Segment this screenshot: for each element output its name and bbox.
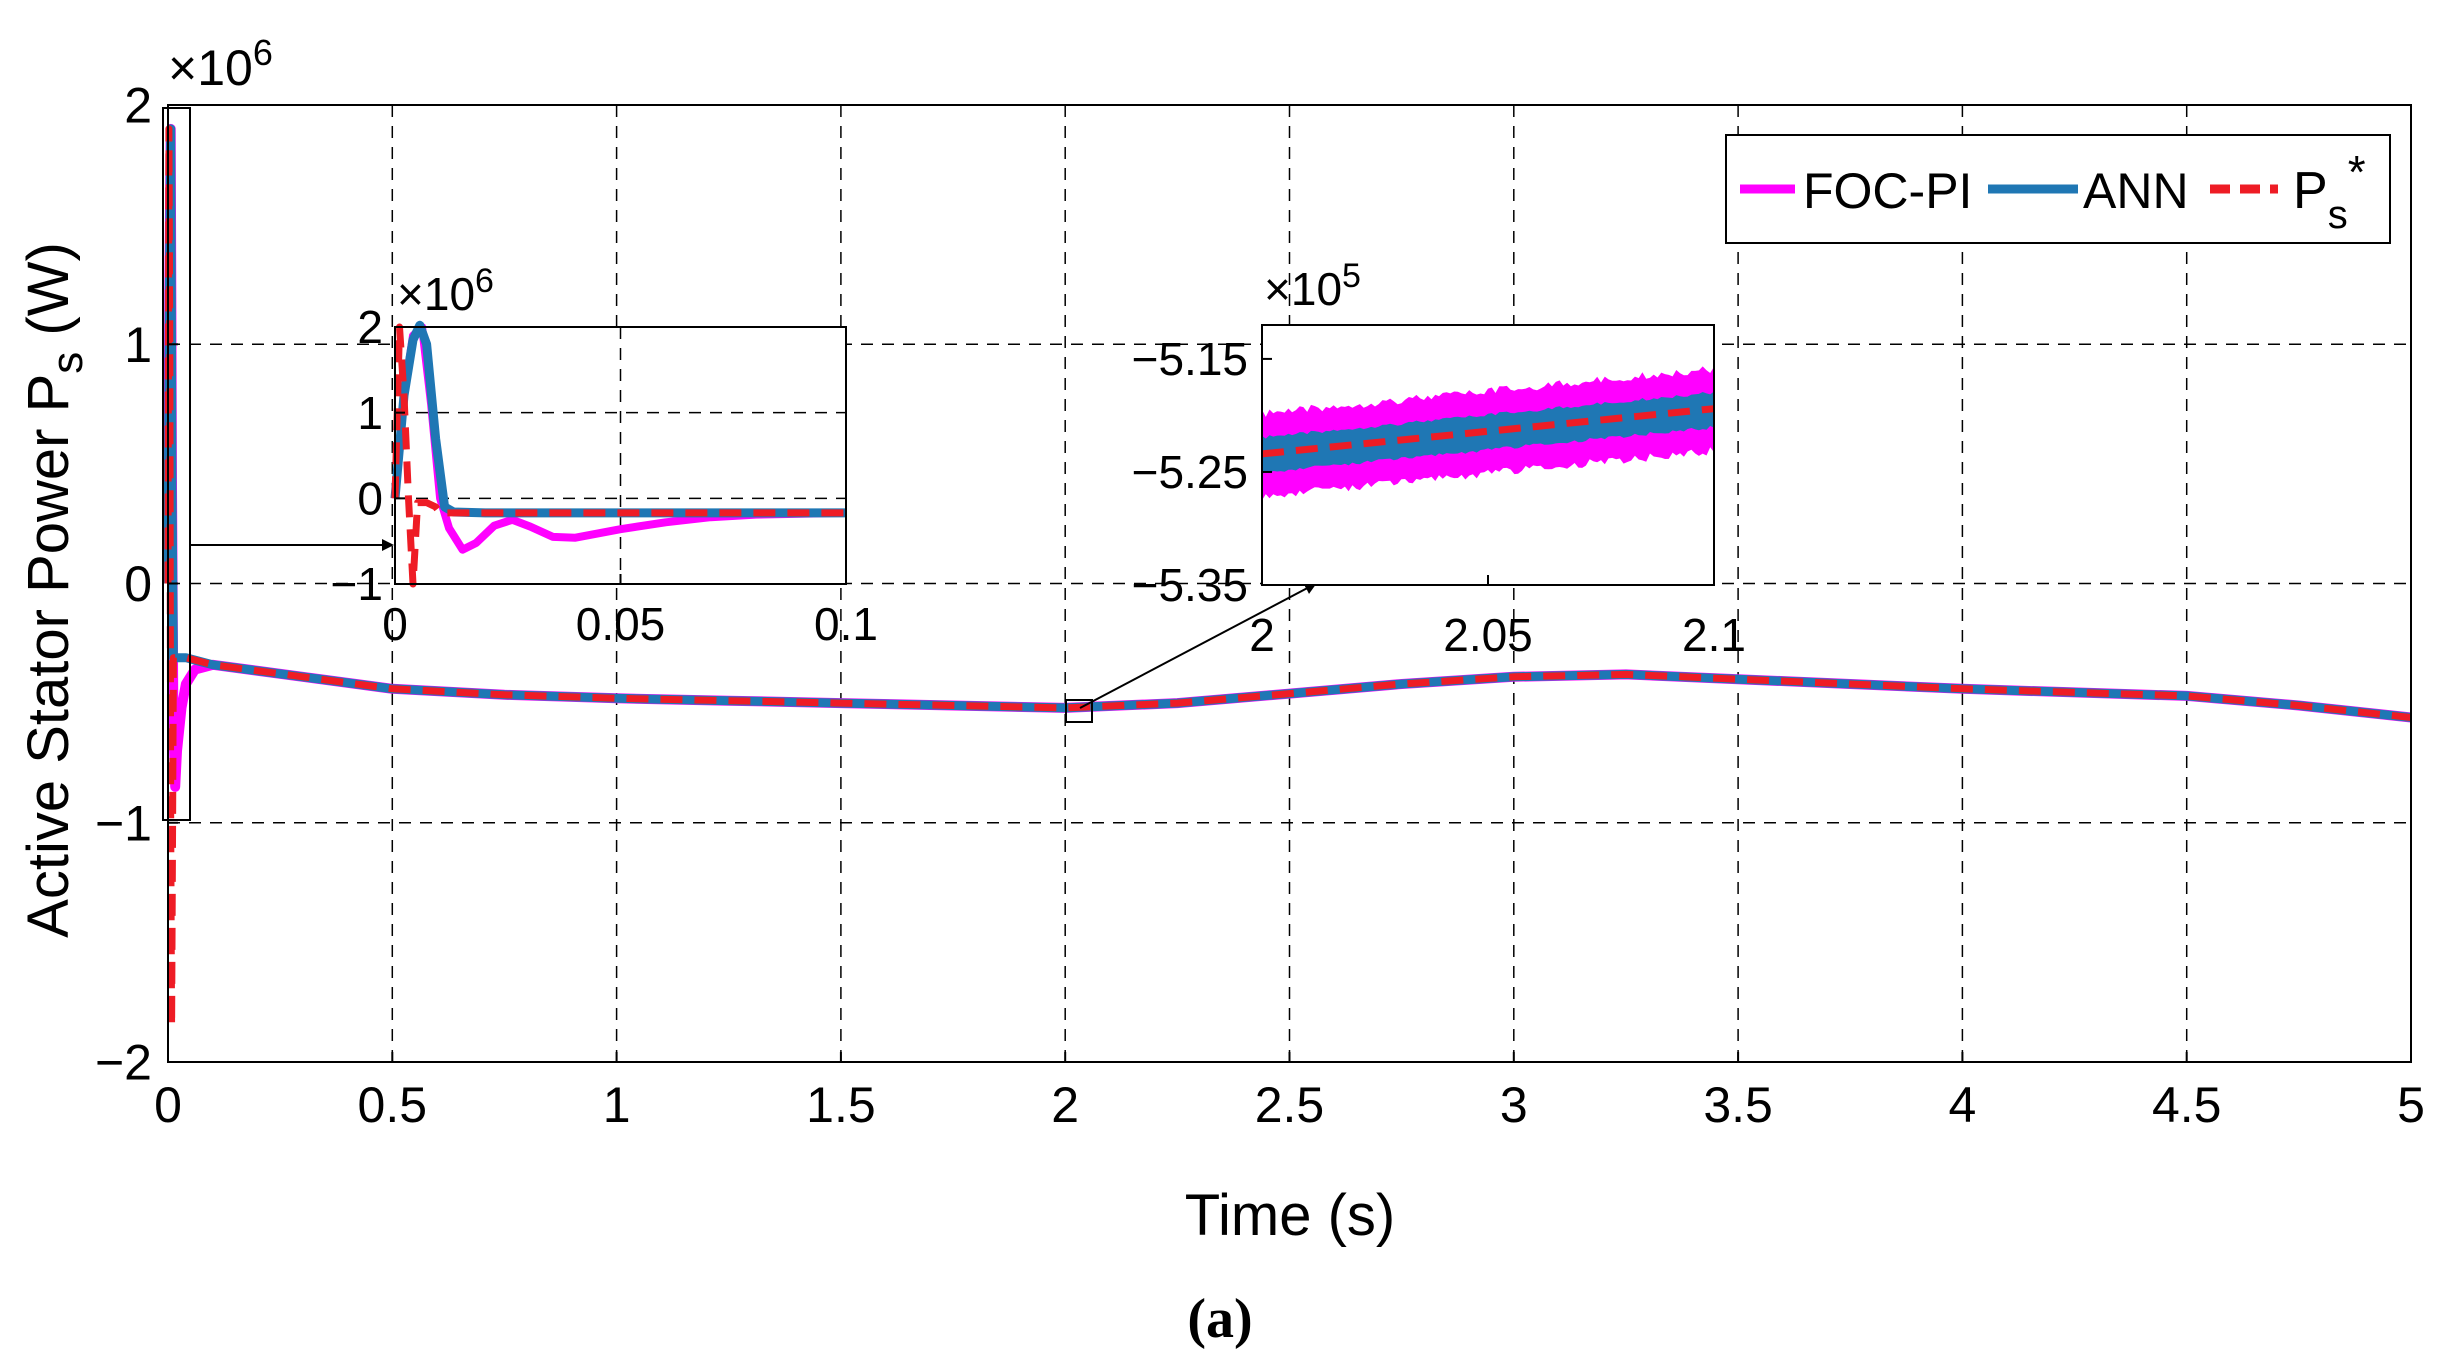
inset2-y-exponent: ×105 <box>1264 257 1361 315</box>
legend-label-ann: ANN <box>2083 163 2189 219</box>
y-tick-label: −1 <box>95 795 152 851</box>
main-series <box>163 123 2412 1030</box>
series-line-p-s- <box>391 323 846 588</box>
y-tick-label: −1 <box>331 558 383 610</box>
x-tick-label: 4 <box>1948 1077 1976 1133</box>
y-tick-label: 2 <box>357 301 383 353</box>
y-tick-label: 2 <box>124 78 152 134</box>
y-tick-label: −5.35 <box>1132 559 1248 611</box>
x-tick-label: 0.1 <box>814 598 878 650</box>
y-tick-label: 0 <box>357 472 383 524</box>
main-x-ticks: 0 0.5 1 1.5 2 2.5 3 3.5 4 4.5 5 <box>154 1052 2425 1133</box>
x-tick-label: 2.5 <box>1255 1077 1325 1133</box>
inset1-x-ticks: 0 0.05 0.1 <box>382 574 878 650</box>
x-tick-label: 2.1 <box>1682 609 1746 661</box>
x-tick-label: 5 <box>2397 1077 2425 1133</box>
y-tick-label: 1 <box>357 387 383 439</box>
x-tick-label: 0 <box>154 1077 182 1133</box>
series-line-ps-ref <box>1261 405 1715 458</box>
inset1-series <box>390 320 847 588</box>
x-tick-label: 2 <box>1249 609 1275 661</box>
x-tick-label: 0.05 <box>576 598 666 650</box>
y-axis-label: Active Stator Power Ps (W) <box>16 242 92 938</box>
x-tick-label: 0.5 <box>358 1077 428 1133</box>
y-tick-label: −5.15 <box>1132 333 1248 385</box>
zoom-box-1 <box>162 107 191 821</box>
zoom-arrow-2 <box>1079 583 1317 709</box>
series-line-p-s- <box>164 125 2412 1030</box>
legend: FOC-PI ANN Ps* <box>1725 134 2391 244</box>
main-y-exponent: ×106 <box>168 32 273 96</box>
inset2-x-ticks: 2 2.05 2.1 <box>1249 575 1746 661</box>
inset1-y-exponent: ×106 <box>397 262 494 320</box>
inset1-grid <box>395 327 846 584</box>
inset1-y-ticks: −1 0 1 2 <box>331 301 405 610</box>
x-tick-label: 2.05 <box>1443 609 1533 661</box>
main-y-ticks: −2 −1 0 1 2 <box>95 78 178 1091</box>
x-tick-label: 3 <box>1500 1077 1528 1133</box>
inset2-y-ticks: −5.15 −5.25 −5.35 <box>1132 333 1272 611</box>
x-tick-label: 1.5 <box>806 1077 876 1133</box>
y-tick-label: 0 <box>124 556 152 612</box>
y-tick-label: 1 <box>124 317 152 373</box>
series-band-ann <box>1262 391 1714 475</box>
legend-label-ps-ref: Ps* <box>2293 146 2366 237</box>
zoom-box-2 <box>1065 699 1093 723</box>
x-tick-label: 3.5 <box>1703 1077 1773 1133</box>
x-tick-label: 1 <box>603 1077 631 1133</box>
x-tick-label: 4.5 <box>2152 1077 2222 1133</box>
figure-caption: (a) <box>1187 1288 1252 1350</box>
x-axis-label: Time (s) <box>1185 1183 1395 1248</box>
y-tick-label: −2 <box>95 1035 152 1091</box>
legend-label-foc-pi: FOC-PI <box>1803 163 1972 219</box>
inset2-series <box>1261 366 1715 501</box>
x-tick-label: 0 <box>382 598 408 650</box>
x-tick-label: 2 <box>1051 1077 1079 1133</box>
y-tick-label: −5.25 <box>1132 446 1248 498</box>
